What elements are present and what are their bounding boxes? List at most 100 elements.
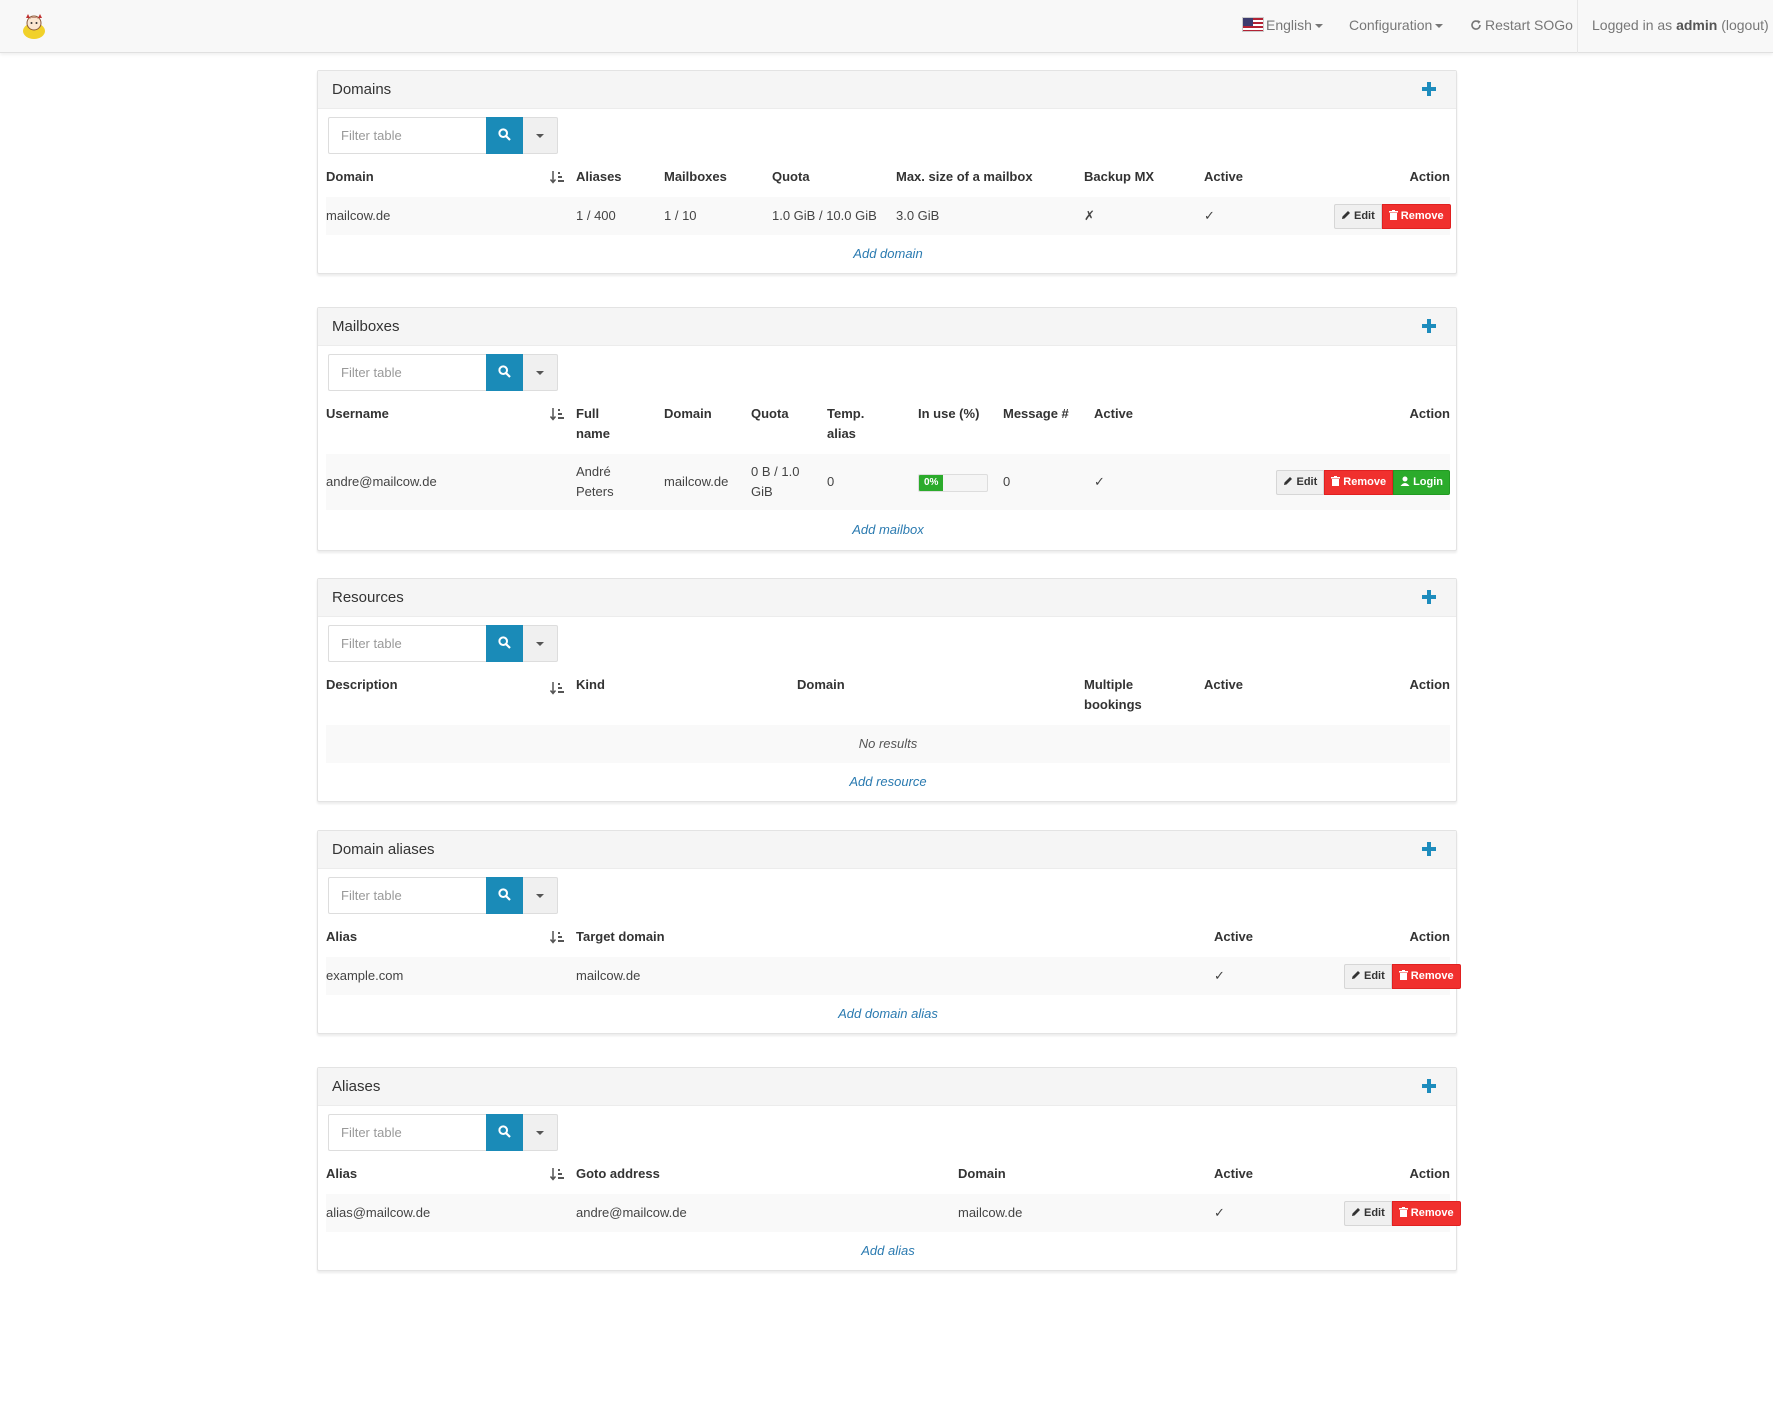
col-full-name[interactable]: Full name [576,406,610,441]
username-label: admin [1676,17,1718,33]
col-active[interactable]: Active [1204,169,1244,184]
user-icon [1400,476,1410,487]
sort-icon[interactable] [550,681,564,695]
sort-icon[interactable] [550,407,564,421]
domains-panel: Domains Domain Aliases Mailboxes Quota M… [317,70,1457,274]
add-resource-plus-icon[interactable] [1422,590,1436,604]
add-mailbox-link[interactable]: Add mailbox [852,522,924,537]
filter-table-input[interactable] [328,625,486,662]
caret-down-icon [536,894,544,898]
alias-cell: alias@mailcow.de [326,1194,576,1232]
language-label: English [1266,17,1312,33]
remove-button[interactable]: Remove [1381,204,1451,230]
add-domain-alias-link[interactable]: Add domain alias [838,1006,938,1021]
col-backup-mx[interactable]: Backup MX [1084,169,1155,184]
add-row: Add domain alias [326,995,1450,1033]
sort-icon[interactable] [550,170,564,184]
col-in-use[interactable]: In use (%) [918,406,980,421]
filter-bar [328,117,1456,161]
sort-icon[interactable] [550,1167,564,1181]
configuration-dropdown[interactable]: Configuration [1349,0,1444,53]
language-dropdown[interactable]: English [1242,0,1323,53]
filter-table-input[interactable] [328,117,486,154]
col-active[interactable]: Active [1204,677,1244,692]
table-row: mailcow.de 1 / 400 1 / 10 1.0 GiB / 10.0… [326,197,1451,235]
col-temp-alias[interactable]: Temp. alias [827,406,865,441]
target-domain-cell: mailcow.de [576,957,1214,995]
filter-table-input[interactable] [328,1114,486,1151]
col-quota[interactable]: Quota [772,169,810,184]
col-active[interactable]: Active [1094,406,1134,421]
col-domain[interactable]: Domain [958,1166,1006,1181]
add-domain-alias-plus-icon[interactable] [1422,842,1436,856]
col-max-size[interactable]: Max. size of a mailbox [896,169,1033,184]
active-cell: ✓ [1214,957,1344,995]
add-mailbox-plus-icon[interactable] [1422,319,1436,333]
remove-button[interactable]: Remove [1391,964,1461,990]
domain-aliases-panel-heading: Domain aliases [318,831,1456,869]
col-quota[interactable]: Quota [751,406,789,421]
domains-panel-heading: Domains [318,71,1456,109]
add-resource-link[interactable]: Add resource [849,774,927,789]
panel-title: Domain aliases [332,841,435,858]
col-alias[interactable]: Alias [326,1158,576,1194]
col-domain[interactable]: Domain [797,677,845,692]
col-multiple-bookings[interactable]: Multiple bookings [1084,677,1142,712]
table-row: No results [326,725,1450,763]
col-domain[interactable]: Domain [664,406,712,421]
col-kind[interactable]: Kind [576,677,605,692]
domain-cell: mailcow.de [664,454,751,510]
col-active[interactable]: Active [1214,929,1254,944]
mailcow-logo-icon[interactable] [20,12,48,40]
filter-bar [328,354,1456,398]
sort-icon[interactable] [550,930,564,944]
edit-button[interactable]: Edit [1276,470,1325,496]
search-icon [498,128,511,141]
col-active[interactable]: Active [1214,1166,1254,1181]
add-domain-link[interactable]: Add domain [853,246,923,261]
active-cell: ✓ [1094,454,1214,510]
add-domain-plus-icon[interactable] [1422,82,1436,96]
edit-button[interactable]: Edit [1344,964,1392,990]
search-button[interactable] [486,877,523,914]
edit-button[interactable]: Edit [1344,1201,1392,1227]
navbar-divider [1577,0,1578,53]
filter-options-dropdown[interactable] [523,117,558,154]
col-messages[interactable]: Message # [1003,406,1069,421]
col-aliases[interactable]: Aliases [576,169,622,184]
add-row: Add domain [326,235,1450,273]
search-button[interactable] [486,117,523,154]
domains-table: Domain Aliases Mailboxes Quota Max. size… [326,161,1451,273]
username-cell: andre@mailcow.de [326,454,576,510]
add-alias-link[interactable]: Add alias [861,1243,915,1258]
col-username[interactable]: Username [326,398,576,454]
filter-options-dropdown[interactable] [523,354,558,391]
aliases-cell: 1 / 400 [576,197,664,235]
restart-sogo-link[interactable]: Restart SOGo [1470,0,1573,53]
search-button[interactable] [486,625,523,662]
filter-table-input[interactable] [328,877,486,914]
aliases-panel-heading: Aliases [318,1068,1456,1106]
col-description[interactable]: Description [326,669,576,725]
col-goto-address[interactable]: Goto address [576,1166,660,1181]
filter-options-dropdown[interactable] [523,877,558,914]
login-button[interactable]: Login [1393,470,1450,496]
col-action: Action [1409,1166,1450,1181]
search-button[interactable] [486,1114,523,1151]
logout-link[interactable]: (logout) [1721,17,1769,33]
col-domain[interactable]: Domain [326,161,576,197]
remove-button[interactable]: Remove [1391,1201,1461,1227]
search-icon [498,1125,511,1138]
remove-button[interactable]: Remove [1324,470,1394,496]
add-alias-plus-icon[interactable] [1422,1079,1436,1093]
logged-in-status: Logged in as admin (logout) [1592,0,1769,53]
filter-table-input[interactable] [328,354,486,391]
filter-options-dropdown[interactable] [523,1114,558,1151]
edit-button[interactable]: Edit [1334,204,1382,230]
col-target-domain[interactable]: Target domain [576,929,665,944]
search-button[interactable] [486,354,523,391]
trash-icon [1388,210,1398,221]
col-alias[interactable]: Alias [326,921,576,957]
filter-options-dropdown[interactable] [523,625,558,662]
col-mailboxes[interactable]: Mailboxes [664,169,727,184]
